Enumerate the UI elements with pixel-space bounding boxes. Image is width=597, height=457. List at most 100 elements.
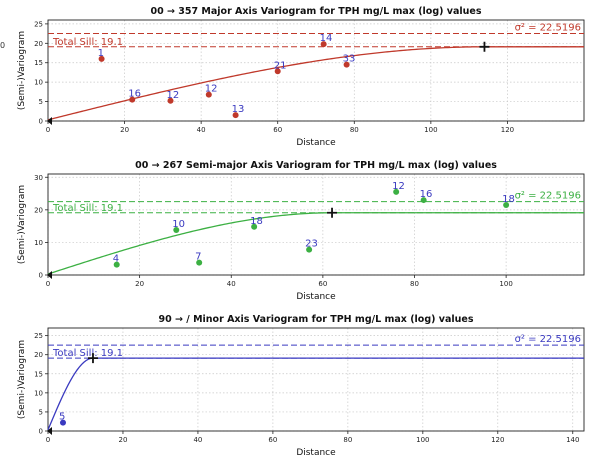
x-tick-label: 100 [424, 126, 437, 134]
point-count-label: 10 [172, 219, 185, 230]
chart-title: 00 → 267 Semi-major Axis Variogram for T… [135, 160, 497, 171]
x-tick-label: 100 [416, 436, 429, 444]
plot-frame [47, 327, 585, 432]
x-tick-label: 140 [566, 436, 579, 444]
x-axis-label: Distance [296, 292, 336, 302]
point-count-label: 21 [274, 60, 287, 71]
y-tick-label: 0 [39, 428, 43, 436]
x-tick-label: 80 [343, 436, 352, 444]
model-curve [47, 46, 584, 121]
point-count-label: 16 [420, 189, 433, 200]
range-marker [327, 207, 338, 218]
model-curve [47, 212, 584, 275]
x-axis-label: Distance [296, 448, 336, 457]
x-tick-label: 40 [227, 280, 236, 288]
x-tick-label: 120 [491, 436, 504, 444]
range-marker [87, 353, 98, 364]
data-point [196, 259, 203, 266]
data-point [306, 246, 313, 253]
data-point [320, 41, 327, 48]
y-tick-label: 15 [34, 370, 43, 378]
origin-marker [47, 117, 52, 125]
y-tick-label: 25 [34, 332, 43, 340]
y-axis-label: (Semi-)Variogram [17, 185, 27, 264]
x-axis-label: Distance [296, 138, 336, 148]
data-point [420, 197, 427, 204]
y-axis-label: (Semi-)Variogram [17, 340, 27, 419]
y-tick-label: 25 [34, 20, 43, 28]
x-tick-label: 100 [499, 280, 512, 288]
data-point [113, 261, 120, 268]
point-count-label: 12 [392, 181, 405, 192]
origin-marker [47, 427, 52, 435]
y-axis-label: (Semi-)Variogram [17, 31, 27, 110]
x-tick-label: 60 [318, 280, 327, 288]
data-point [251, 223, 258, 230]
y-tick-label: 20 [34, 40, 43, 48]
sill-label: Total Sill: 19.1 [52, 37, 123, 48]
panel-semi-major-axis: 00 → 267 Semi-major Axis Variogram for T… [17, 160, 585, 302]
y-tick-label: 20 [34, 206, 43, 214]
point-count-label: 16 [128, 89, 141, 100]
x-tick-label: 20 [135, 280, 144, 288]
chart-title: 00 → 357 Major Axis Variogram for TPH mg… [150, 6, 481, 17]
data-point [173, 227, 180, 234]
chart-title: 90 → / Minor Axis Variogram for TPH mg/L… [159, 314, 474, 325]
plot-frame [47, 19, 585, 122]
y-tick-label: 10 [34, 239, 43, 247]
y-tick-label: 0 [39, 272, 43, 280]
variance-label: σ² = 22.5196 [515, 334, 581, 345]
y-tick-label: 15 [34, 59, 43, 67]
point-count-label: 7 [195, 252, 201, 263]
data-point [503, 201, 510, 208]
point-count-label: 4 [113, 254, 119, 265]
panel-minor-axis: 90 → / Minor Axis Variogram for TPH mg/L… [17, 314, 585, 457]
data-point [129, 96, 136, 103]
point-count-label: 33 [343, 54, 356, 65]
y-tick-label: 10 [34, 79, 43, 87]
point-count-label: 18 [502, 194, 515, 205]
edge-mark: 0 [0, 41, 6, 50]
y-tick-label: 5 [39, 98, 43, 106]
y-tick-label: 30 [34, 174, 43, 182]
data-point [232, 112, 239, 119]
y-tick-label: 0 [39, 118, 43, 126]
y-tick-label: 10 [34, 389, 43, 397]
x-tick-label: 20 [119, 436, 128, 444]
x-tick-label: 80 [350, 126, 359, 134]
x-tick-label: 0 [46, 126, 50, 134]
x-tick-label: 0 [46, 436, 50, 444]
range-marker [479, 41, 490, 52]
data-point [393, 188, 400, 195]
data-point [343, 61, 350, 68]
x-tick-label: 40 [193, 436, 202, 444]
data-point [98, 55, 105, 62]
point-count-label: 5 [59, 412, 65, 423]
point-count-label: 12 [167, 90, 180, 101]
x-tick-label: 120 [501, 126, 514, 134]
point-count-label: 12 [205, 84, 218, 95]
panel-major-axis: 00 → 357 Major Axis Variogram for TPH mg… [17, 6, 585, 148]
x-tick-label: 20 [120, 126, 129, 134]
x-tick-label: 40 [197, 126, 206, 134]
data-point [274, 68, 281, 75]
y-tick-label: 20 [34, 351, 43, 359]
x-tick-label: 0 [46, 280, 50, 288]
origin-marker [47, 271, 52, 279]
variance-label: σ² = 22.5196 [515, 23, 581, 34]
sill-label: Total Sill: 19.1 [52, 348, 123, 359]
point-count-label: 13 [232, 104, 245, 115]
point-count-label: 14 [320, 33, 333, 44]
point-count-label: 1 [98, 48, 104, 59]
data-point [205, 91, 212, 98]
x-tick-label: 80 [410, 280, 419, 288]
x-tick-label: 60 [273, 126, 282, 134]
model-curve [47, 357, 584, 431]
plot-frame [47, 173, 585, 276]
point-count-label: 23 [305, 239, 318, 250]
data-point [167, 97, 174, 104]
point-count-label: 18 [250, 216, 263, 227]
data-point [59, 419, 66, 426]
sill-label: Total Sill: 19.1 [52, 203, 123, 214]
